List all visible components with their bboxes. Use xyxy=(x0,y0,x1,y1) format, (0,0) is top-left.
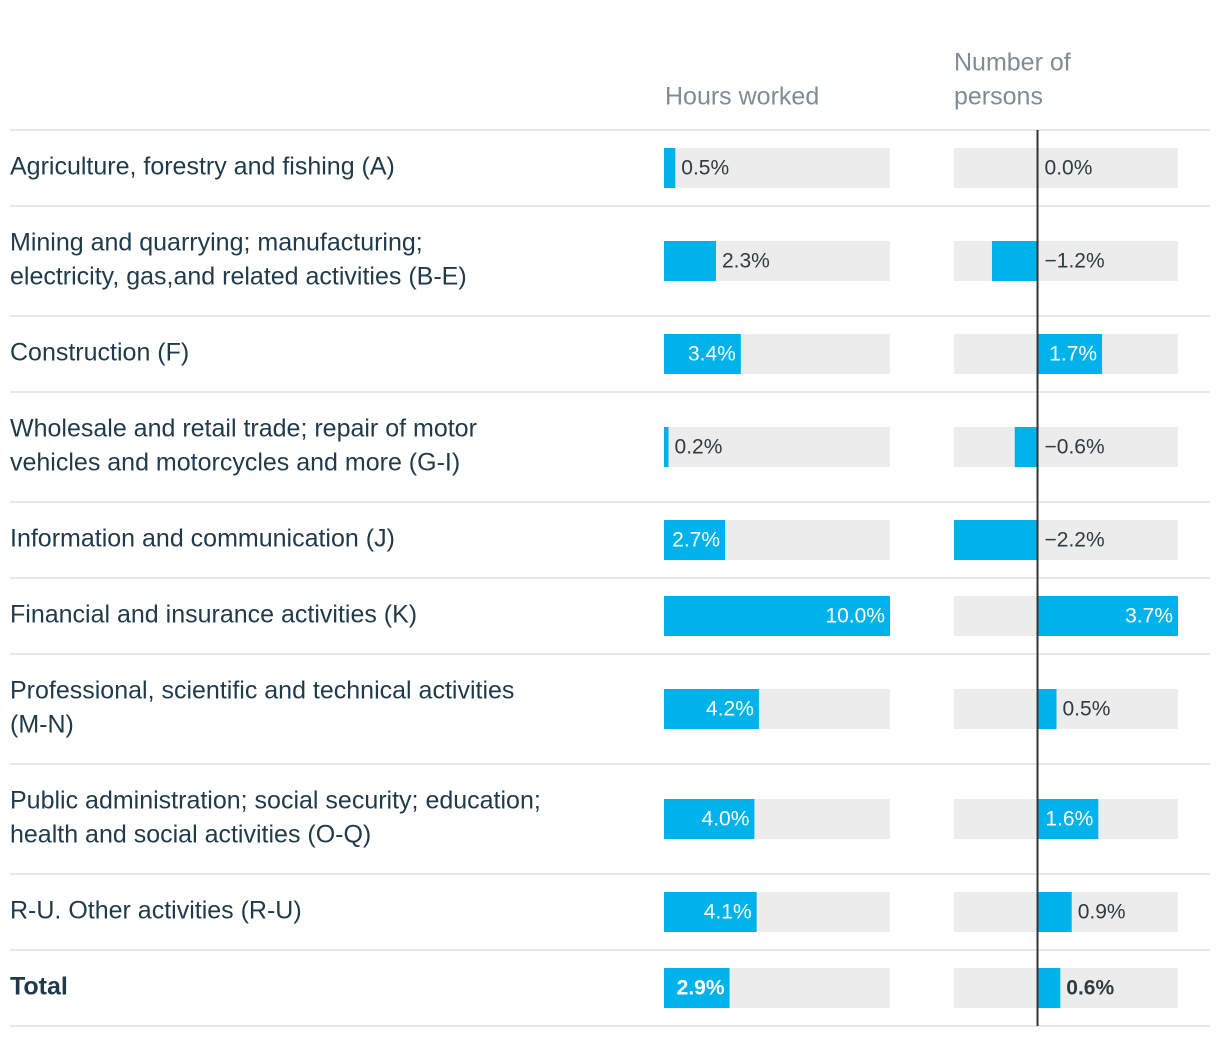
persons-bar xyxy=(1037,689,1057,729)
hours-track xyxy=(664,148,890,188)
chart-rows: Agriculture, forestry and fishing (A) 0.5… xyxy=(10,129,1210,1027)
table-row: R-U. Other activities (R-U) 4.1% 0.9% xyxy=(10,892,1210,951)
persons-bar xyxy=(1037,892,1072,932)
row-label: Professional, scientific and technical a… xyxy=(10,677,514,705)
row-label: Information and communication (J) xyxy=(10,525,395,553)
hours-bar xyxy=(664,334,741,374)
persons-value-label: 0.5% xyxy=(1063,698,1111,721)
table-row: Financial and insurance activities (K) 10… xyxy=(10,596,1210,655)
hours-value-label: 0.5% xyxy=(681,157,729,180)
row-label: Public administration; social security; … xyxy=(10,787,541,815)
hours-value-label: 10.0% xyxy=(825,605,885,628)
persons-bar xyxy=(1014,427,1038,467)
row-label: Financial and insurance activities (K) xyxy=(10,601,417,629)
table-row: Professional, scientific and technical a… xyxy=(10,677,1210,765)
hours-bar xyxy=(664,596,890,636)
persons-track xyxy=(954,427,1178,467)
hours-value-label: 2.3% xyxy=(722,250,770,273)
hours-value-label: 3.4% xyxy=(688,343,736,366)
hours-track xyxy=(664,427,890,467)
persons-bar xyxy=(991,241,1038,281)
table-row: Mining and quarrying; manufacturing; elec… xyxy=(10,229,1210,317)
hours-value-label: 2.7% xyxy=(672,529,720,552)
table-row: Total 2.9% 0.6% xyxy=(10,968,1210,1027)
persons-track xyxy=(954,689,1178,729)
persons-value-label: 1.6% xyxy=(1045,808,1093,831)
hours-bar xyxy=(664,892,757,932)
column-header-persons: persons xyxy=(954,83,1043,111)
persons-track xyxy=(954,148,1178,188)
persons-value-label: −2.2% xyxy=(1045,529,1105,552)
table-row: Information and communication (J) 2.7% −2.… xyxy=(10,520,1210,579)
persons-value-label: 3.7% xyxy=(1125,605,1173,628)
row-label: vehicles and motorcycles and more (G-I) xyxy=(10,449,460,477)
hours-bar xyxy=(664,520,726,560)
persons-bar xyxy=(954,520,1038,560)
hours-bar xyxy=(664,427,669,467)
hours-value-label: 4.1% xyxy=(704,901,752,924)
persons-value-label: 0.0% xyxy=(1045,157,1093,180)
persons-value-label: −1.2% xyxy=(1045,250,1105,273)
persons-bar xyxy=(1037,596,1178,636)
hours-value-label: 0.2% xyxy=(675,436,723,459)
table-row: Public administration; social security; … xyxy=(10,787,1210,875)
column-header-persons: Number of xyxy=(954,49,1071,77)
row-label: Construction (F) xyxy=(10,339,189,367)
persons-track xyxy=(954,241,1178,281)
row-label: Wholesale and retail trade; repair of mo… xyxy=(10,415,477,443)
persons-value-label: 0.6% xyxy=(1066,977,1114,1000)
table-row: Agriculture, forestry and fishing (A) 0.5… xyxy=(10,148,1210,207)
persons-value-label: −0.6% xyxy=(1045,436,1105,459)
hours-value-label: 4.0% xyxy=(702,808,750,831)
hours-value-label: 4.2% xyxy=(706,698,754,721)
hours-bar xyxy=(664,689,759,729)
row-label: electricity, gas,and related activities … xyxy=(10,263,467,291)
hours-bar xyxy=(664,148,676,188)
row-label: (M-N) xyxy=(10,711,74,739)
persons-bar xyxy=(1037,799,1099,839)
persons-bar xyxy=(1037,968,1061,1008)
hours-bar xyxy=(664,241,716,281)
table-row: Construction (F) 3.4% 1.7% xyxy=(10,334,1210,393)
row-label: Agriculture, forestry and fishing (A) xyxy=(10,153,395,181)
column-headers: Hours worked Number of persons xyxy=(665,49,1071,111)
persons-bar xyxy=(1037,334,1103,374)
row-label: health and social activities (O-Q) xyxy=(10,821,371,849)
row-label: Mining and quarrying; manufacturing; xyxy=(10,229,423,257)
hours-bar xyxy=(664,799,755,839)
persons-value-label: 0.9% xyxy=(1078,901,1126,924)
row-label: R-U. Other activities (R-U) xyxy=(10,897,302,925)
persons-value-label: 1.7% xyxy=(1049,343,1097,366)
hours-bar xyxy=(664,968,730,1008)
persons-track xyxy=(954,968,1178,1008)
row-label: Total xyxy=(10,973,68,1001)
column-header-hours: Hours worked xyxy=(665,83,819,111)
table-row: Wholesale and retail trade; repair of mo… xyxy=(10,415,1210,503)
hours-value-label: 2.9% xyxy=(677,977,725,1000)
